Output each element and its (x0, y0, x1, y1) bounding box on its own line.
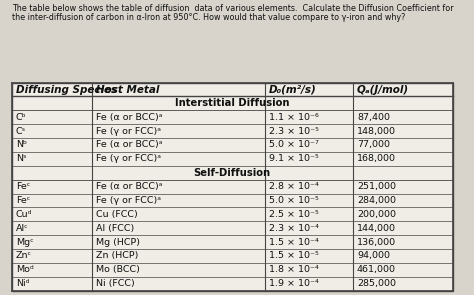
Text: 1.9 × 10⁻⁴: 1.9 × 10⁻⁴ (269, 279, 319, 288)
Text: 2.3 × 10⁻⁴: 2.3 × 10⁻⁴ (269, 224, 319, 233)
Text: 2.3 × 10⁻⁵: 2.3 × 10⁻⁵ (269, 127, 319, 136)
Text: 87,400: 87,400 (357, 113, 390, 122)
Text: Al (FCC): Al (FCC) (96, 224, 135, 233)
Text: Cᵇ: Cᵇ (16, 113, 26, 122)
Text: Alᶜ: Alᶜ (16, 224, 28, 233)
Text: The table below shows the table of diffusion  data of various elements.  Calcula: The table below shows the table of diffu… (12, 4, 454, 14)
Text: Diffusing Species: Diffusing Species (16, 85, 117, 94)
Text: Host Metal: Host Metal (96, 85, 160, 94)
Text: Cˢ: Cˢ (16, 127, 26, 136)
Text: 5.0 × 10⁻⁷: 5.0 × 10⁻⁷ (269, 140, 319, 150)
Text: Fe (γ or FCC)ᵃ: Fe (γ or FCC)ᵃ (96, 154, 161, 163)
Text: 461,000: 461,000 (357, 265, 396, 274)
Text: the inter-diffusion of carbon in α-Iron at 950°C. How would that value compare t: the inter-diffusion of carbon in α-Iron … (12, 13, 405, 22)
Text: Cu (FCC): Cu (FCC) (96, 210, 138, 219)
Text: Mg (HCP): Mg (HCP) (96, 237, 140, 247)
Text: 1.5 × 10⁻⁵: 1.5 × 10⁻⁵ (269, 251, 319, 260)
Text: 144,000: 144,000 (357, 224, 396, 233)
Text: Znᶜ: Znᶜ (16, 251, 32, 260)
Text: 2.5 × 10⁻⁵: 2.5 × 10⁻⁵ (269, 210, 319, 219)
Text: Mgᶜ: Mgᶜ (16, 237, 33, 247)
Text: Interstitial Diffusion: Interstitial Diffusion (175, 99, 290, 108)
Text: 9.1 × 10⁻⁵: 9.1 × 10⁻⁵ (269, 154, 319, 163)
Text: 251,000: 251,000 (357, 182, 396, 191)
Text: Moᵈ: Moᵈ (16, 265, 33, 274)
Text: 1.5 × 10⁻⁴: 1.5 × 10⁻⁴ (269, 237, 319, 247)
Text: Fe (γ or FCC)ᵃ: Fe (γ or FCC)ᵃ (96, 196, 161, 205)
Text: Nˢ: Nˢ (16, 154, 26, 163)
Text: 148,000: 148,000 (357, 127, 396, 136)
Text: Qₐ(J/mol): Qₐ(J/mol) (357, 85, 409, 94)
Text: Niᵈ: Niᵈ (16, 279, 29, 288)
Text: Fe (α or BCC)ᵃ: Fe (α or BCC)ᵃ (96, 140, 163, 150)
Text: 136,000: 136,000 (357, 237, 396, 247)
Text: Self-Diffusion: Self-Diffusion (194, 168, 271, 178)
Text: 94,000: 94,000 (357, 251, 390, 260)
Text: Feᶜ: Feᶜ (16, 182, 30, 191)
Text: Nᵇ: Nᵇ (16, 140, 27, 150)
Text: Mo (BCC): Mo (BCC) (96, 265, 140, 274)
Text: D₀(m²/s): D₀(m²/s) (269, 85, 317, 94)
Text: Fe (α or BCC)ᵃ: Fe (α or BCC)ᵃ (96, 182, 163, 191)
Text: Fe (γ or FCC)ᵃ: Fe (γ or FCC)ᵃ (96, 127, 161, 136)
Text: 284,000: 284,000 (357, 196, 396, 205)
Text: 200,000: 200,000 (357, 210, 396, 219)
Text: 77,000: 77,000 (357, 140, 390, 150)
Text: 5.0 × 10⁻⁵: 5.0 × 10⁻⁵ (269, 196, 319, 205)
Text: Zn (HCP): Zn (HCP) (96, 251, 138, 260)
Text: Feᶜ: Feᶜ (16, 196, 30, 205)
Text: 1.8 × 10⁻⁴: 1.8 × 10⁻⁴ (269, 265, 319, 274)
Text: 285,000: 285,000 (357, 279, 396, 288)
Text: 1.1 × 10⁻⁶: 1.1 × 10⁻⁶ (269, 113, 319, 122)
Text: Ni (FCC): Ni (FCC) (96, 279, 135, 288)
Text: 168,000: 168,000 (357, 154, 396, 163)
Text: 2.8 × 10⁻⁴: 2.8 × 10⁻⁴ (269, 182, 319, 191)
Text: Fe (α or BCC)ᵃ: Fe (α or BCC)ᵃ (96, 113, 163, 122)
Text: Cuᵈ: Cuᵈ (16, 210, 32, 219)
